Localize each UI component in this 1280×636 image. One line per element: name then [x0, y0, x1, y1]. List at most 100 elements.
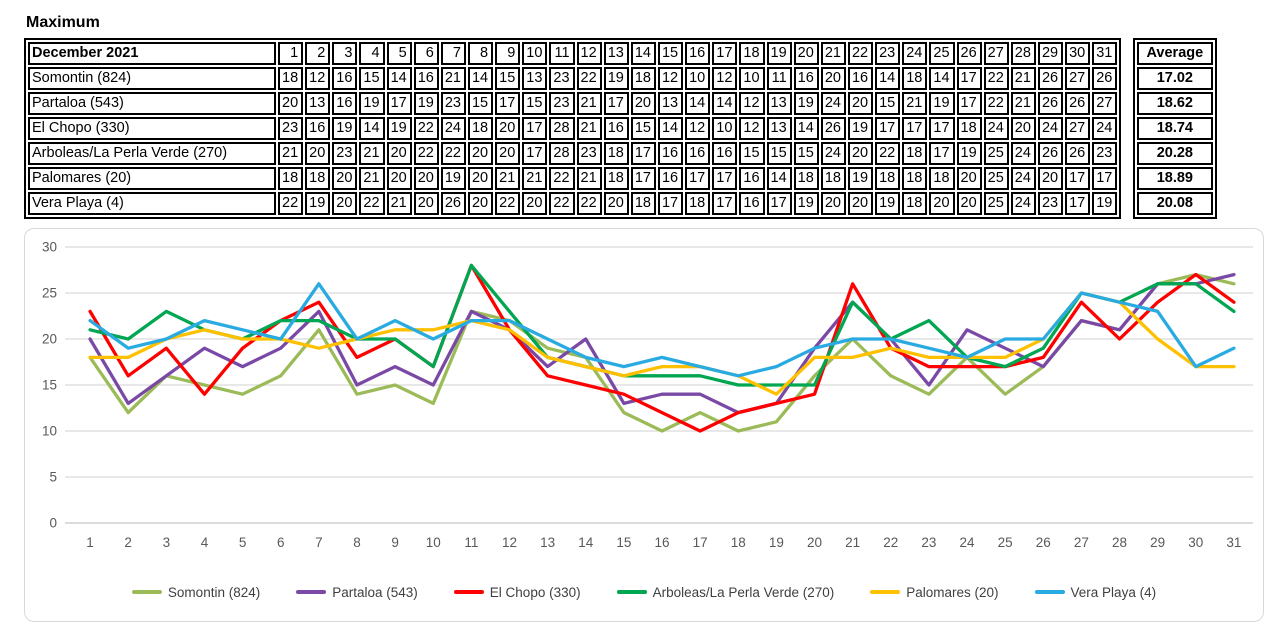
value-cell[interactable]: 25	[983, 192, 1009, 215]
value-cell[interactable]: 24	[440, 117, 466, 140]
value-cell[interactable]: 26	[1065, 142, 1091, 165]
value-cell[interactable]: 23	[278, 117, 304, 140]
value-cell[interactable]: 20	[278, 92, 304, 115]
value-cell[interactable]: 17	[1092, 167, 1118, 190]
value-cell[interactable]: 19	[1092, 192, 1118, 215]
value-cell[interactable]: 20	[820, 67, 846, 90]
value-cell[interactable]: 17	[902, 117, 928, 140]
value-cell[interactable]: 20	[820, 192, 846, 215]
value-cell[interactable]: 17	[630, 167, 656, 190]
value-cell[interactable]: 20	[332, 167, 358, 190]
day-header-cell[interactable]: 10	[522, 42, 548, 65]
value-cell[interactable]: 18	[630, 67, 656, 90]
value-cell[interactable]: 20	[386, 167, 412, 190]
day-header-cell[interactable]: 25	[929, 42, 955, 65]
value-cell[interactable]: 21	[902, 92, 928, 115]
value-cell[interactable]: 18	[305, 167, 331, 190]
value-cell[interactable]: 14	[712, 92, 738, 115]
value-cell[interactable]: 27	[1065, 117, 1091, 140]
value-cell[interactable]: 16	[739, 192, 765, 215]
value-cell[interactable]: 21	[1010, 92, 1036, 115]
series-line[interactable]	[88, 263, 1236, 433]
value-cell[interactable]: 17	[522, 117, 548, 140]
legend-item[interactable]: Arboleas/La Perla Verde (270)	[616, 585, 834, 600]
day-header-cell[interactable]: 1	[278, 42, 304, 65]
value-cell[interactable]: 21	[576, 167, 602, 190]
value-cell[interactable]: 18	[467, 117, 494, 140]
value-cell[interactable]: 19	[413, 92, 439, 115]
value-cell[interactable]: 19	[305, 192, 331, 215]
value-cell[interactable]: 14	[386, 67, 412, 90]
day-header-cell[interactable]: 20	[793, 42, 819, 65]
value-cell[interactable]: 20	[386, 142, 412, 165]
value-cell[interactable]: 20	[1037, 167, 1064, 190]
day-header-cell[interactable]: 7	[440, 42, 466, 65]
value-cell[interactable]: 20	[495, 142, 521, 165]
value-cell[interactable]: 19	[956, 142, 982, 165]
value-cell[interactable]: 14	[467, 67, 494, 90]
value-cell[interactable]: 20	[929, 192, 955, 215]
value-cell[interactable]: 26	[1065, 92, 1091, 115]
day-header-cell[interactable]: 12	[576, 42, 602, 65]
value-cell[interactable]: 26	[1037, 142, 1064, 165]
value-cell[interactable]: 16	[685, 142, 711, 165]
average-header-cell[interactable]: Average	[1137, 42, 1214, 65]
value-cell[interactable]: 18	[603, 167, 629, 190]
value-cell[interactable]: 17	[1065, 192, 1091, 215]
series-line[interactable]	[88, 263, 1236, 387]
value-cell[interactable]: 16	[332, 67, 358, 90]
value-cell[interactable]: 14	[685, 92, 711, 115]
value-cell[interactable]: 24	[1010, 167, 1036, 190]
value-cell[interactable]: 15	[467, 92, 494, 115]
day-header-cell[interactable]: 30	[1065, 42, 1091, 65]
value-cell[interactable]: 20	[467, 142, 494, 165]
day-header-cell[interactable]: 13	[603, 42, 629, 65]
value-cell[interactable]: 22	[495, 192, 521, 215]
value-cell[interactable]: 22	[359, 192, 385, 215]
value-cell[interactable]: 21	[522, 167, 548, 190]
value-cell[interactable]: 24	[1037, 117, 1064, 140]
value-cell[interactable]: 17	[712, 167, 738, 190]
row-label-cell[interactable]: El Chopo (330)	[28, 117, 276, 140]
value-cell[interactable]: 22	[278, 192, 304, 215]
value-cell[interactable]: 16	[603, 117, 629, 140]
value-cell[interactable]: 17	[657, 192, 684, 215]
value-cell[interactable]: 27	[1065, 67, 1091, 90]
day-header-cell[interactable]: 26	[956, 42, 982, 65]
value-cell[interactable]: 13	[305, 92, 331, 115]
value-cell[interactable]: 18	[278, 67, 304, 90]
value-cell[interactable]: 14	[875, 67, 901, 90]
value-cell[interactable]: 16	[657, 167, 684, 190]
value-cell[interactable]: 17	[956, 92, 982, 115]
value-cell[interactable]: 22	[413, 117, 439, 140]
day-header-cell[interactable]: 3	[332, 42, 358, 65]
value-cell[interactable]: 22	[576, 67, 602, 90]
day-header-cell[interactable]: 8	[467, 42, 494, 65]
value-cell[interactable]: 22	[549, 167, 575, 190]
value-cell[interactable]: 19	[847, 167, 874, 190]
value-cell[interactable]: 20	[847, 92, 874, 115]
value-cell[interactable]: 19	[359, 92, 385, 115]
value-cell[interactable]: 19	[793, 192, 819, 215]
value-cell[interactable]: 19	[929, 92, 955, 115]
value-cell[interactable]: 20	[467, 167, 494, 190]
value-cell[interactable]: 13	[522, 67, 548, 90]
value-cell[interactable]: 21	[440, 67, 466, 90]
value-cell[interactable]: 21	[576, 92, 602, 115]
day-header-cell[interactable]: 2	[305, 42, 331, 65]
value-cell[interactable]: 15	[359, 67, 385, 90]
value-cell[interactable]: 20	[603, 192, 629, 215]
value-cell[interactable]: 12	[305, 67, 331, 90]
value-cell[interactable]: 23	[576, 142, 602, 165]
value-cell[interactable]: 27	[1092, 92, 1118, 115]
value-cell[interactable]: 21	[495, 167, 521, 190]
value-cell[interactable]: 24	[1010, 142, 1036, 165]
value-cell[interactable]: 17	[1065, 167, 1091, 190]
value-cell[interactable]: 15	[875, 92, 901, 115]
legend-item[interactable]: Partaloa (543)	[296, 585, 418, 600]
value-cell[interactable]: 28	[549, 117, 575, 140]
value-cell[interactable]: 22	[983, 67, 1009, 90]
value-cell[interactable]: 18	[278, 167, 304, 190]
value-cell[interactable]: 24	[1092, 117, 1118, 140]
value-cell[interactable]: 16	[739, 167, 765, 190]
